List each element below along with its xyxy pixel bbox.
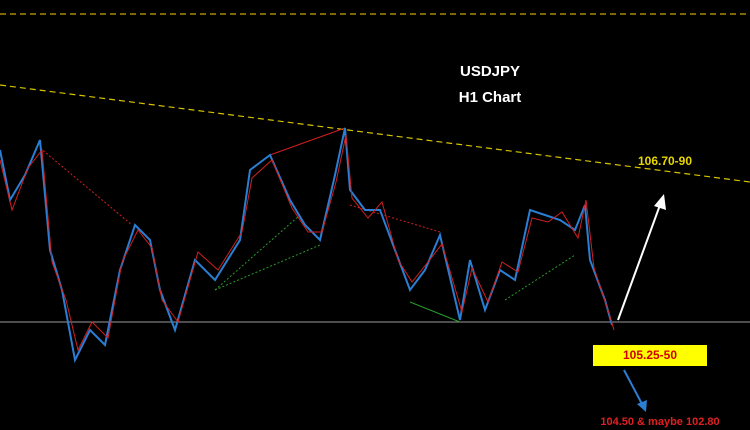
price-path-wicks [0,134,615,352]
down-arrow-head [637,400,647,412]
price-path [0,127,613,364]
pattern-lines [39,127,576,323]
up-arrow-head [654,194,666,210]
resistance-label: 106.70-90 [638,154,692,168]
target-label: 105.25-50 [623,348,677,362]
up-arrow [617,204,661,321]
chart-title: USDJPY [460,63,520,80]
downside-label: 104.50 & maybe 102.80 [600,416,719,428]
resistance-trendline [0,84,750,183]
down-arrow [623,369,643,405]
target-box [593,345,707,366]
chart-subtitle: H1 Chart [459,89,522,106]
